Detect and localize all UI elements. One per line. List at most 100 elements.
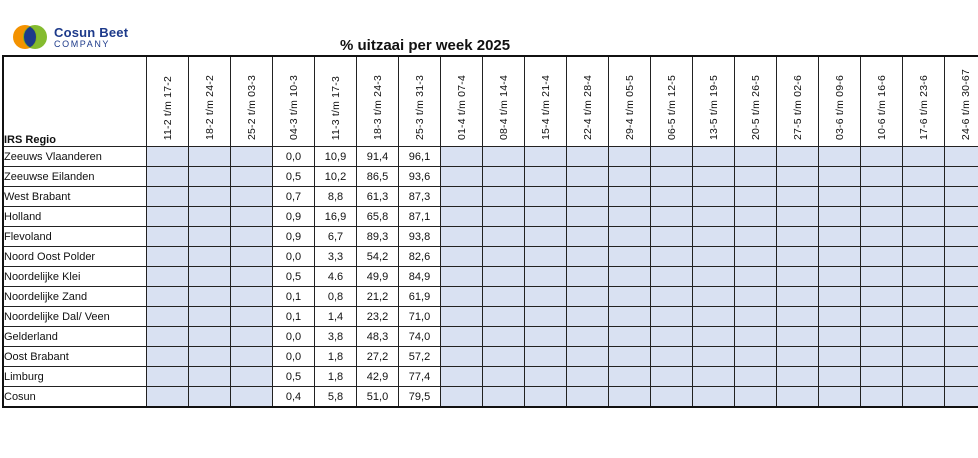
column-header: 10-6 t/m 16-6 — [860, 55, 903, 147]
table-header-row: IRS Regio 11-2 t/m 17-2 18-2 t/m 24-2 25-2… — [2, 55, 978, 147]
table-row: Noord Oost Polder 0,0 3,3 54,2 82,6 — [2, 246, 978, 267]
table-cell: 57,2 — [398, 346, 441, 367]
table-cell — [650, 206, 693, 227]
table-cell — [524, 186, 567, 207]
table-cell — [146, 186, 189, 207]
table-cell — [188, 366, 231, 387]
table-cell: 6,7 — [314, 226, 357, 247]
table-cell — [860, 186, 903, 207]
table-cell — [692, 366, 735, 387]
column-header-label: 20-5 t/m 26-5 — [749, 74, 762, 140]
table-cell: 0,8 — [314, 286, 357, 307]
table-cell — [902, 226, 945, 247]
table-row: Flevoland 0,9 6,7 89,3 93,8 — [2, 226, 978, 247]
table-cell — [566, 346, 609, 367]
column-header-label: 25-3 t/m 31-3 — [413, 74, 426, 140]
table-cell — [944, 266, 978, 287]
table-cell — [146, 286, 189, 307]
table-cell — [230, 286, 273, 307]
table-cell — [188, 206, 231, 227]
table-cell — [524, 166, 567, 187]
table-cell — [482, 366, 525, 387]
table-cell — [944, 186, 978, 207]
table-cell — [608, 146, 651, 167]
table-cell — [650, 286, 693, 307]
table-cell — [902, 166, 945, 187]
table-row: Holland 0,9 16,9 65,8 87,1 — [2, 206, 978, 227]
table-cell — [440, 246, 483, 267]
table-cell — [440, 146, 483, 167]
table-cell: 16,9 — [314, 206, 357, 227]
table-cell — [608, 186, 651, 207]
table-cell — [230, 206, 273, 227]
table-cell — [524, 386, 567, 408]
table-cell — [818, 266, 861, 287]
table-cell: 96,1 — [398, 146, 441, 167]
table-cell — [860, 366, 903, 387]
table-cell — [524, 286, 567, 307]
table-cell — [818, 246, 861, 267]
table-cell — [860, 386, 903, 408]
region-label: Cosun — [2, 386, 147, 408]
table-cell — [818, 146, 861, 167]
table-cell — [482, 306, 525, 327]
table-cell — [734, 246, 777, 267]
column-header: 18-3 t/m 24-3 — [356, 55, 399, 147]
table-cell — [944, 146, 978, 167]
table-cell: 87,1 — [398, 206, 441, 227]
table-cell — [482, 386, 525, 408]
column-header-label: 18-2 t/m 24-2 — [203, 74, 216, 140]
column-header: 01-4 t/m 07-4 — [440, 55, 483, 147]
table-cell — [818, 186, 861, 207]
table-row: Noordelijke Dal/ Veen 0,1 1,4 23,2 71,0 — [2, 306, 978, 327]
table-cell — [524, 146, 567, 167]
table-cell — [818, 326, 861, 347]
column-header: 04-3 t/m 10-3 — [272, 55, 315, 147]
table-cell — [188, 386, 231, 408]
table-body: Zeeuws Vlaanderen 0,0 10,9 91,4 96,1 Zeeuwse … — [2, 146, 978, 408]
table-cell — [692, 186, 735, 207]
table-cell — [566, 166, 609, 187]
table-cell: 27,2 — [356, 346, 399, 367]
table-cell — [776, 326, 819, 347]
table-cell — [566, 186, 609, 207]
column-header-label: 17-6 t/m 23-6 — [917, 74, 930, 140]
table-cell — [650, 306, 693, 327]
table-cell — [650, 346, 693, 367]
company-logo: Cosun Beet COMPANY — [12, 24, 128, 50]
table-cell — [608, 266, 651, 287]
region-label: Noordelijke Dal/ Veen — [2, 306, 147, 327]
table-cell: 0,0 — [272, 246, 315, 267]
table-cell — [566, 246, 609, 267]
column-header: 03-6 t/m 09-6 — [818, 55, 861, 147]
table-cell — [692, 166, 735, 187]
logo-mark-icon — [13, 25, 47, 49]
table-cell — [146, 266, 189, 287]
table-cell — [692, 286, 735, 307]
table-cell — [524, 366, 567, 387]
table-cell — [776, 226, 819, 247]
column-header: 20-5 t/m 26-5 — [734, 55, 777, 147]
table-row: Zeeuws Vlaanderen 0,0 10,9 91,4 96,1 — [2, 146, 978, 167]
table-cell — [650, 266, 693, 287]
table-cell: 79,5 — [398, 386, 441, 408]
table-cell: 21,2 — [356, 286, 399, 307]
table-cell — [440, 226, 483, 247]
table-cell: 0,1 — [272, 306, 315, 327]
table-cell: 10,9 — [314, 146, 357, 167]
table-cell — [860, 166, 903, 187]
column-header-label: 13-5 t/m 19-5 — [707, 74, 720, 140]
table-row: Gelderland 0,0 3,8 48,3 74,0 — [2, 326, 978, 347]
table-cell — [692, 146, 735, 167]
table-cell — [734, 226, 777, 247]
table-cell — [860, 206, 903, 227]
table-cell: 0,0 — [272, 326, 315, 347]
table-cell: 4.6 — [314, 266, 357, 287]
table-cell — [734, 386, 777, 408]
table-cell — [230, 146, 273, 167]
corner-header: IRS Regio — [2, 55, 147, 147]
table-cell — [944, 286, 978, 307]
table-cell: 0,5 — [272, 266, 315, 287]
table-cell — [734, 306, 777, 327]
table-cell — [524, 326, 567, 347]
